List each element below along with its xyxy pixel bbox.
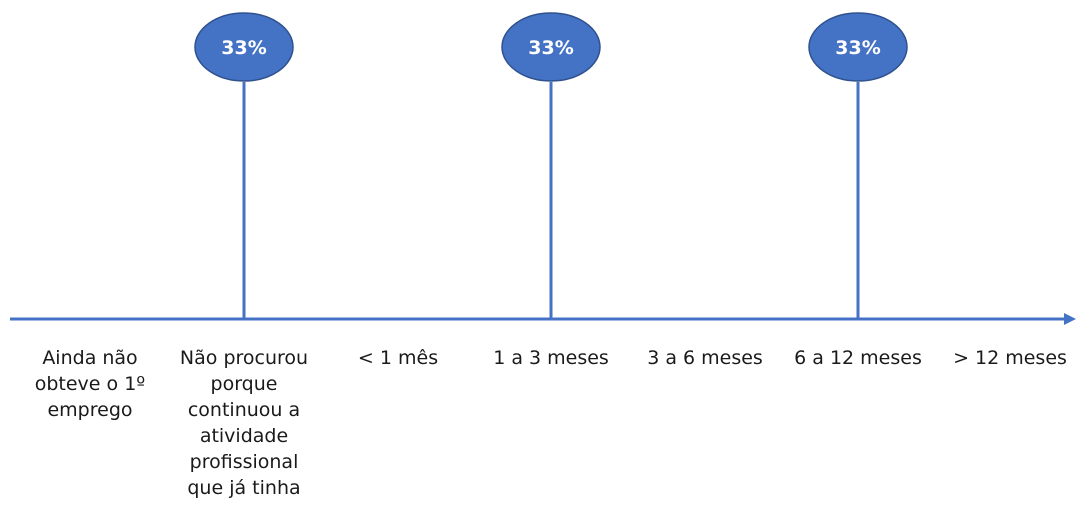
- value-bubble: [194, 12, 294, 82]
- value-bubble: [808, 12, 908, 82]
- category-label: < 1 mês: [357, 347, 439, 369]
- category-label: Ainda não obteve o 1º emprego: [34, 347, 146, 421]
- category-label: Não procurou porque continuou a atividad…: [179, 347, 309, 499]
- bubbles-layer: 33% 33% 33%: [194, 12, 908, 82]
- category-label: > 12 meses: [953, 347, 1067, 369]
- stems-layer: [242, 82, 860, 319]
- x-axis-arrow-icon: [1064, 313, 1076, 325]
- category-label: 6 a 12 meses: [794, 347, 922, 369]
- data-label: 33%: [221, 37, 266, 59]
- data-label: 33%: [528, 37, 573, 59]
- value-bubble: [501, 12, 601, 82]
- category-label: 3 a 6 meses: [647, 347, 763, 369]
- data-label: 33%: [835, 37, 880, 59]
- category-label: 1 a 3 meses: [493, 347, 609, 369]
